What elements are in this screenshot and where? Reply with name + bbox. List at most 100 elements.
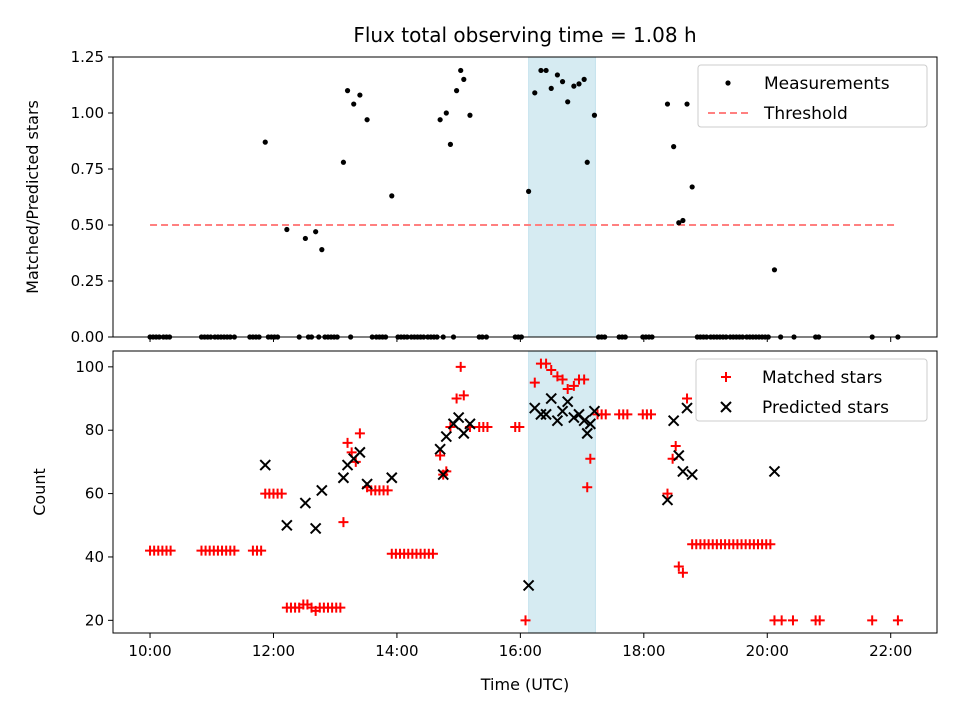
measurement-point xyxy=(565,99,571,105)
predicted-stars-marker xyxy=(299,497,312,509)
x-tick-label: 10:00 xyxy=(128,642,171,660)
predicted-stars-marker xyxy=(386,472,398,484)
matched-stars-marker xyxy=(455,361,466,372)
predicted-stars-marker xyxy=(578,415,590,427)
predicted-stars-marker xyxy=(309,522,322,535)
measurement-point xyxy=(364,117,370,123)
y-tick-label: 0.25 xyxy=(71,272,104,290)
legend-dot-marker xyxy=(725,80,731,86)
measurement-point xyxy=(453,88,460,94)
observing-window-span xyxy=(528,350,596,634)
predicted-stars-marker xyxy=(768,465,781,478)
measurement-point xyxy=(559,79,566,85)
measurement-point xyxy=(532,90,538,96)
measurement-point xyxy=(676,220,682,226)
measurement-point xyxy=(461,76,467,82)
legend: Matched stars Predicted stars xyxy=(695,358,928,422)
matched-stars-marker xyxy=(579,374,590,385)
y-tick-label: 1.25 xyxy=(71,48,104,66)
matched-stars-marker xyxy=(892,615,903,626)
legend-label: Measurements xyxy=(764,74,890,94)
predicted-stars-marker xyxy=(458,427,470,440)
predicted-stars-marker xyxy=(316,484,328,497)
predicted-stars-marker xyxy=(540,408,552,421)
count-panel: 20 40 60 80 100 10:00 12:00 14:00 16:00 18:00 20:0… xyxy=(30,350,938,660)
legend-label: Threshold xyxy=(763,104,848,124)
matched-stars-marker xyxy=(427,548,438,559)
x-axis-label: Time (UTC) xyxy=(480,675,569,694)
measurement-point xyxy=(538,67,544,74)
y-tick-label: 0.00 xyxy=(71,328,104,346)
matched-stars-marker xyxy=(229,545,240,556)
predicted-stars-marker xyxy=(667,415,680,427)
matched-stars-marker xyxy=(482,422,493,433)
matched-stars-marker xyxy=(529,377,540,388)
matched-stars-marker xyxy=(514,422,525,433)
measurement-point xyxy=(554,72,561,78)
y-tick-label: 80 xyxy=(85,421,104,439)
measurement-point xyxy=(357,92,363,98)
measurement-point xyxy=(458,67,464,74)
matched-stars-marker xyxy=(520,615,531,626)
measurement-point xyxy=(443,110,449,116)
matched-stars-marker xyxy=(787,615,798,626)
matched-stars-marker xyxy=(585,453,596,464)
legend: Measurements Threshold xyxy=(697,64,928,128)
predicted-stars-marker xyxy=(556,405,569,417)
measurement-point xyxy=(591,112,598,118)
measurement-point xyxy=(344,88,351,94)
predicted-stars-marker xyxy=(434,443,446,455)
legend-label: Predicted stars xyxy=(762,398,889,418)
measurement-point xyxy=(571,83,577,89)
matched-stars-marker xyxy=(382,485,393,496)
measurement-point xyxy=(581,76,587,82)
y-axis-label: Count xyxy=(30,468,49,516)
measurement-point xyxy=(340,159,347,165)
x-tick-label: 14:00 xyxy=(375,642,418,660)
y-tick-label: 1.00 xyxy=(71,104,104,122)
measurement-point xyxy=(584,159,590,165)
measurement-point xyxy=(467,112,473,118)
matched-stars-marker xyxy=(354,428,365,439)
predicted-stars-marker xyxy=(354,446,366,459)
predicted-stars-marker xyxy=(440,430,453,443)
predicted-stars-marker xyxy=(581,427,593,440)
measurement-point xyxy=(313,229,319,235)
predicted-stars-marker xyxy=(673,449,685,462)
measurement-point xyxy=(680,217,686,224)
measurement-point xyxy=(548,85,554,91)
measurement-point xyxy=(302,235,308,242)
matched-stars-marker xyxy=(776,615,787,626)
y-tick-label: 60 xyxy=(85,485,104,503)
predicted-stars-marker xyxy=(361,478,373,490)
matched-stars-marker xyxy=(673,561,684,572)
axes-frame xyxy=(112,350,938,634)
matched-stars-marker xyxy=(646,409,657,420)
predicted-stars-marker xyxy=(584,418,597,430)
axes-frame xyxy=(112,56,938,338)
predicted-stars-marker xyxy=(677,465,689,478)
matched-stars-marker xyxy=(670,441,681,452)
x-tick-label: 16:00 xyxy=(499,642,542,660)
predicted-stars-marker xyxy=(588,405,601,417)
matched-stars-marker xyxy=(165,545,176,556)
measurement-point xyxy=(351,101,357,107)
y-tick-label: 0.50 xyxy=(71,216,104,234)
measurement-point xyxy=(284,226,290,233)
predicted-stars-marker xyxy=(522,579,535,592)
measurement-point xyxy=(671,144,677,150)
figure-title: Flux total observing time = 1.08 h xyxy=(353,23,696,47)
measurement-point xyxy=(664,101,671,107)
legend-plus-marker xyxy=(721,372,731,382)
measurement-point xyxy=(262,139,268,145)
predicted-stars-marker xyxy=(464,418,476,430)
matched-stars-marker xyxy=(867,615,878,626)
matched-stars-marker xyxy=(342,437,353,448)
legend-label: Matched stars xyxy=(762,368,882,388)
measurement-point xyxy=(689,184,695,190)
predicted-stars-marker xyxy=(437,468,449,481)
matched-stars-marker xyxy=(541,358,552,369)
matched-stars-marker xyxy=(582,482,593,493)
matched-stars-marker xyxy=(451,393,462,404)
